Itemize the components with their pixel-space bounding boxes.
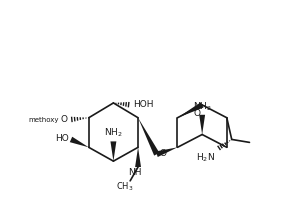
- Text: HO: HO: [55, 134, 69, 143]
- Text: methoxy: methoxy: [29, 117, 59, 123]
- Polygon shape: [135, 147, 141, 167]
- Text: O: O: [193, 109, 200, 118]
- Text: CH$_3$: CH$_3$: [116, 181, 133, 193]
- Polygon shape: [199, 115, 205, 135]
- Polygon shape: [70, 137, 89, 147]
- Polygon shape: [110, 141, 116, 161]
- Text: NH$_2$: NH$_2$: [193, 100, 212, 113]
- Polygon shape: [138, 118, 159, 156]
- Text: O: O: [160, 149, 167, 158]
- Text: O: O: [60, 115, 67, 124]
- Text: NH: NH: [128, 168, 142, 177]
- Text: HOH: HOH: [133, 100, 154, 109]
- Polygon shape: [156, 147, 178, 157]
- Text: NH$_2$: NH$_2$: [104, 127, 123, 139]
- Text: H$_2$N: H$_2$N: [196, 151, 215, 164]
- Polygon shape: [178, 102, 204, 118]
